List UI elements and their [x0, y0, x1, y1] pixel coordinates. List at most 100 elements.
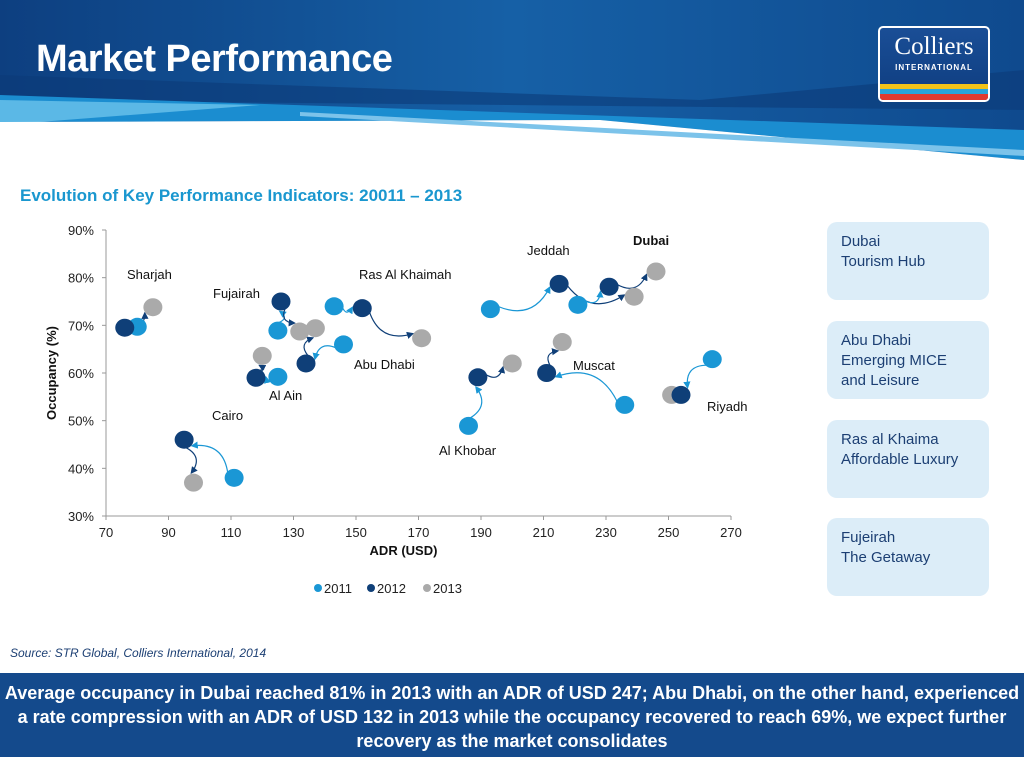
- x-tick-label: 150: [345, 525, 367, 540]
- logo-subtitle: INTERNATIONAL: [895, 63, 973, 72]
- data-point-2012: [174, 430, 194, 449]
- side-box-line: Abu Dhabi: [841, 332, 912, 349]
- data-point-2011: [480, 300, 500, 319]
- y-tick-label: 90%: [68, 223, 94, 238]
- source-note: Source: STR Global, Colliers Internation…: [10, 646, 267, 660]
- data-point-2013: [552, 333, 572, 352]
- city-label: Dubai: [633, 233, 669, 248]
- side-box-line: The Getaway: [841, 549, 931, 566]
- x-tick-label: 210: [533, 525, 555, 540]
- side-box-line: Emerging MICE: [841, 352, 947, 369]
- logo-stripe-blue: [880, 89, 988, 94]
- legend-label: 2013: [433, 581, 462, 596]
- scatter-chart: 30% 40% 50% 60% 70% 80% 90% 70 90 110 130 150 170 190…: [44, 223, 747, 596]
- city-label: Sharjah: [127, 267, 172, 282]
- data-point-2011: [324, 297, 344, 316]
- data-point-2011: [702, 350, 722, 369]
- city-label: Fujairah: [213, 286, 260, 301]
- x-axis-title: ADR (USD): [370, 543, 438, 558]
- city-label: Abu Dhabi: [354, 357, 415, 372]
- trend-arrow: [312, 345, 337, 361]
- city-label: Riyadh: [707, 399, 747, 414]
- trend-arrow: [341, 306, 354, 315]
- trend-arrow: [469, 385, 483, 419]
- data-point-2012: [115, 318, 135, 337]
- trend-arrow: [554, 371, 618, 403]
- page-title: Market Performance: [36, 38, 393, 80]
- logo-stripe-yellow: [880, 84, 988, 89]
- x-tick-label: 230: [595, 525, 617, 540]
- header-banner: Market Performance Colliers INTERNATIONA…: [0, 0, 1024, 160]
- side-box: Abu Dhabi Emerging MICE and Leisure: [827, 321, 989, 399]
- legend-label: 2012: [377, 581, 406, 596]
- data-point-2011: [459, 416, 478, 435]
- y-tick-label: 40%: [68, 461, 94, 476]
- bottom-strip: [0, 757, 1024, 768]
- y-tick-label: 50%: [68, 414, 94, 429]
- side-box-line: Affordable Luxury: [841, 451, 959, 468]
- data-point-2012: [246, 368, 266, 387]
- data-point-2012: [352, 299, 372, 318]
- trend-arrow: [484, 365, 506, 378]
- data-point-2013: [305, 319, 325, 338]
- side-box-line: Dubai: [841, 233, 881, 250]
- y-tick-label: 70%: [68, 318, 94, 333]
- data-point-2012: [271, 292, 291, 311]
- data-point-2012: [468, 368, 488, 387]
- side-box: Fujeirah The Getaway: [827, 518, 989, 596]
- x-tick-label: 110: [221, 525, 242, 540]
- y-tick-label: 60%: [68, 366, 94, 381]
- y-tick-label: 80%: [68, 271, 94, 286]
- data-point-2013: [252, 346, 272, 365]
- side-box: Dubai Tourism Hub: [827, 222, 989, 300]
- trend-arrow: [283, 308, 296, 327]
- legend-label: 2011: [324, 581, 352, 596]
- x-tick-label: 190: [470, 525, 492, 540]
- data-point-2011: [334, 335, 353, 354]
- trend-arrow: [497, 286, 551, 312]
- city-label: Jeddah: [527, 243, 570, 258]
- logo-brand: Colliers: [894, 33, 974, 60]
- trend-arrow: [190, 441, 229, 474]
- data-point-2013: [624, 287, 644, 306]
- x-tick-label: 270: [720, 525, 742, 540]
- data-point-2013: [290, 322, 310, 341]
- data-point-2011: [615, 395, 635, 414]
- side-box-line: Ras al Khaima: [841, 431, 939, 448]
- data-point-2012: [671, 385, 691, 404]
- y-tick-label: 30%: [68, 509, 94, 524]
- city-label: Al Ain: [269, 388, 302, 403]
- trend-arrow: [547, 348, 560, 367]
- side-box-line: Fujeirah: [841, 529, 896, 546]
- data-point-2012: [549, 274, 569, 293]
- summary-banner: Average occupancy in Dubai reached 81% i…: [0, 673, 1024, 757]
- data-point-2012: [296, 354, 316, 373]
- data-point-2013: [143, 298, 163, 317]
- trend-arrow: [616, 273, 648, 289]
- legend-marker-2013: [423, 584, 431, 592]
- data-point-2011: [268, 367, 288, 386]
- y-axis-title: Occupancy (%): [44, 326, 59, 420]
- data-point-2013: [184, 473, 203, 492]
- city-label: Cairo: [212, 408, 243, 423]
- side-box: Ras al Khaima Affordable Luxury: [827, 420, 989, 498]
- city-label: Al Khobar: [439, 443, 497, 458]
- data-point-2011: [268, 321, 288, 340]
- legend-marker-2012: [367, 584, 375, 592]
- side-box-line: Tourism Hub: [841, 253, 926, 270]
- trend-arrow: [303, 336, 315, 357]
- trend-arrow: [584, 290, 604, 304]
- colliers-logo: Colliers INTERNATIONAL: [878, 26, 990, 102]
- x-tick-label: 130: [283, 525, 305, 540]
- x-tick-label: 70: [99, 525, 113, 540]
- city-label: Ras Al Khaimah: [359, 267, 452, 282]
- x-tick-label: 250: [658, 525, 680, 540]
- x-tick-label: 170: [408, 525, 430, 540]
- x-tick-label: 90: [161, 525, 175, 540]
- chart-title: Evolution of Key Performance Indicators:…: [20, 186, 463, 205]
- data-point-2013: [646, 262, 666, 281]
- data-point-2012: [599, 277, 619, 296]
- side-box-line: and Leisure: [841, 372, 920, 389]
- data-point-2013: [502, 354, 522, 373]
- trend-arrow: [368, 311, 415, 339]
